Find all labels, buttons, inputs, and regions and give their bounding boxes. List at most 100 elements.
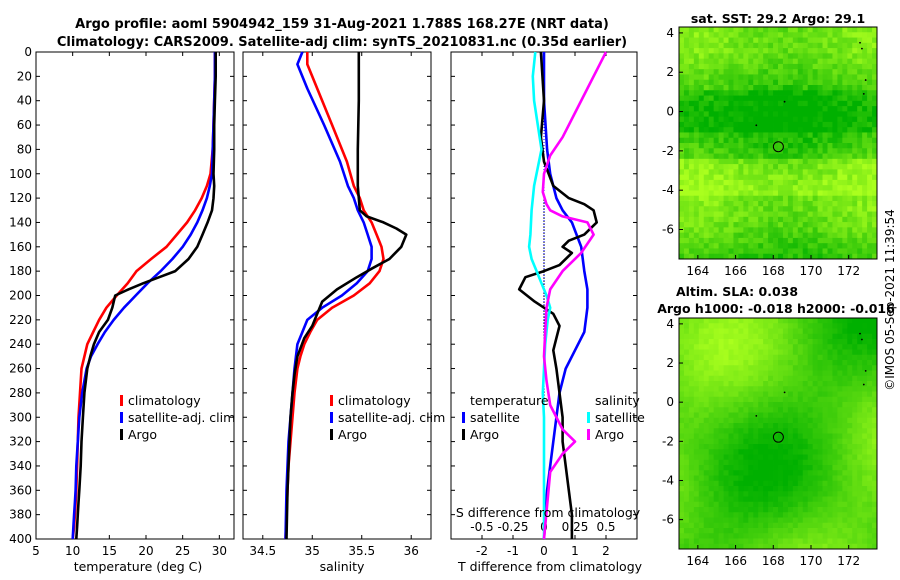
map-cell — [679, 470, 685, 476]
map-cell — [753, 132, 759, 139]
map-cell — [738, 111, 744, 118]
map-cell — [842, 333, 848, 340]
map-cell — [753, 69, 759, 75]
map-cell — [802, 454, 809, 461]
map-cell — [748, 248, 754, 255]
map-cell — [743, 454, 749, 461]
map-cell — [847, 538, 853, 545]
map-cell — [842, 121, 848, 128]
map-cell — [753, 153, 759, 160]
map-cell — [679, 95, 685, 102]
map-cell — [802, 127, 809, 133]
map-cell — [728, 465, 734, 471]
legend-label-s-argo: Argo — [595, 427, 624, 442]
map-cell — [688, 402, 695, 408]
map-cell — [842, 48, 848, 54]
map-cell — [708, 375, 715, 382]
map-cell — [867, 58, 873, 65]
map-cell — [713, 195, 719, 202]
map-cell — [847, 428, 853, 434]
map-cell — [733, 100, 739, 107]
map-cell — [852, 438, 858, 445]
map-cell — [857, 132, 863, 139]
map-cell — [822, 79, 828, 86]
map-cell — [802, 428, 809, 434]
map-cell — [817, 470, 823, 476]
map-cell — [763, 143, 769, 149]
map-cell — [773, 211, 779, 218]
map-cell — [782, 106, 789, 112]
map-cell — [733, 63, 739, 70]
map-cell — [768, 232, 774, 239]
map-cell — [753, 158, 759, 165]
map-cell — [822, 396, 828, 403]
map-cell — [763, 543, 769, 550]
map-cell — [708, 480, 715, 487]
map-cell — [693, 253, 700, 260]
map-cell — [807, 116, 814, 123]
map-cell — [832, 27, 838, 33]
map-cell — [852, 206, 858, 212]
map-cell — [872, 323, 878, 329]
map-cell — [733, 69, 739, 75]
map-cell — [683, 95, 690, 102]
map-cell — [743, 79, 749, 86]
map-cell — [748, 454, 754, 461]
map-cell — [733, 438, 739, 445]
map-cell — [827, 32, 833, 38]
map-cell — [683, 42, 690, 49]
map-cell — [738, 32, 744, 38]
map-cell — [862, 116, 868, 123]
map-cell — [738, 354, 744, 361]
map-cell — [822, 433, 828, 440]
map-cell — [832, 449, 838, 455]
map-cell — [753, 143, 759, 149]
map-cell — [703, 179, 710, 186]
map-cell — [743, 512, 749, 518]
map-cell — [733, 37, 739, 44]
map-cell — [812, 496, 818, 503]
map-cell — [867, 543, 873, 550]
map-cell — [703, 465, 710, 471]
map-cell — [718, 206, 724, 212]
map-cell — [792, 354, 799, 361]
map-cell — [723, 37, 729, 44]
map-cell — [683, 543, 690, 550]
map-cell — [867, 106, 873, 112]
map-cell — [822, 517, 828, 524]
map-cell — [738, 522, 744, 529]
map-cell — [773, 48, 779, 54]
map-cell — [782, 360, 789, 366]
map-cell — [842, 106, 848, 112]
map-cell — [768, 90, 774, 96]
map-cell — [698, 491, 705, 497]
map-cell — [753, 402, 759, 408]
map-cell — [827, 470, 833, 476]
map-cell — [867, 190, 873, 197]
map-cell — [718, 132, 724, 139]
map-cell — [763, 116, 769, 123]
map-cell — [862, 517, 868, 524]
map-cell — [802, 195, 809, 202]
map-cell — [679, 333, 685, 340]
legend-label-argo: Argo — [128, 427, 157, 442]
map-cell — [753, 42, 759, 49]
map-cell — [683, 90, 690, 96]
map-cell — [698, 32, 705, 38]
map-cell — [847, 137, 853, 144]
map-cell — [852, 37, 858, 44]
map-cell — [758, 318, 764, 324]
map-cell — [807, 174, 814, 181]
map-cell — [728, 449, 734, 455]
map-cell — [753, 444, 759, 450]
map-cell — [852, 190, 858, 197]
map-cell — [723, 63, 729, 70]
map-cell — [852, 407, 858, 413]
map-cell — [708, 90, 715, 96]
map-cell — [703, 543, 710, 550]
map-cell — [857, 143, 863, 149]
map-cell — [733, 132, 739, 139]
map-cell — [698, 79, 705, 86]
map-cell — [713, 201, 719, 207]
map-cell — [812, 100, 818, 107]
